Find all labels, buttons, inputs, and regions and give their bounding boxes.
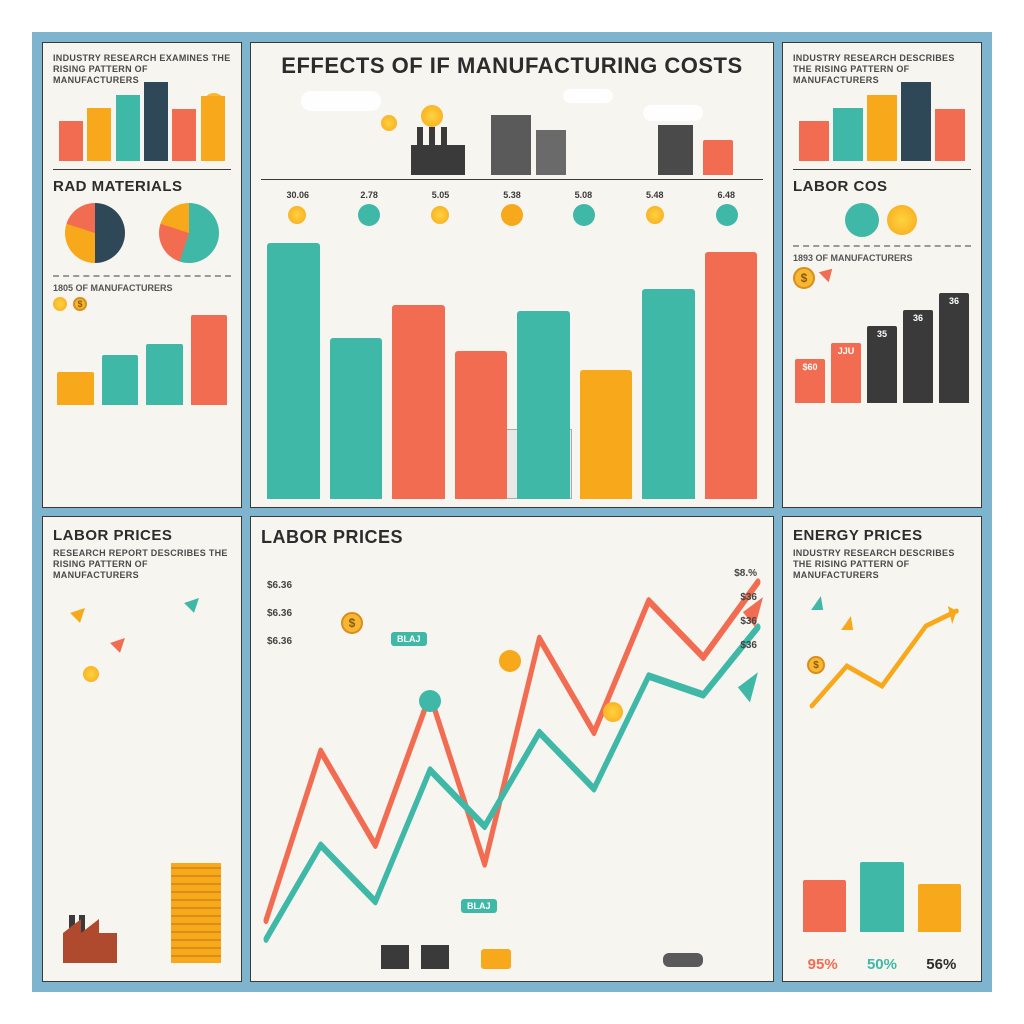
panel-labor-prices-main: LABOR PRICES $6.36$6.36$6.36 $8.%$36$36$… bbox=[250, 516, 774, 982]
mini-bar-chart bbox=[53, 315, 231, 405]
bulb-icon bbox=[381, 115, 397, 131]
warehouse-icon bbox=[421, 945, 449, 969]
caption: Industry research examines the rising pa… bbox=[53, 53, 231, 85]
factory-icon bbox=[63, 915, 117, 963]
sun-icon bbox=[646, 206, 664, 224]
section-title: LABOR COS bbox=[793, 178, 971, 195]
sun-icon bbox=[887, 205, 917, 235]
factory-skyline bbox=[261, 85, 763, 175]
step-bar-chart: $60JJU353636 bbox=[793, 293, 971, 403]
caption: Industry research describes the rising p… bbox=[793, 53, 971, 85]
crate-icon bbox=[481, 949, 511, 969]
y-labels-right: $8.%$36$36$36 bbox=[734, 562, 757, 658]
panel-energy-prices: ENERGY PRICES Industry research describe… bbox=[782, 516, 982, 982]
section-title: LABOR PRICES bbox=[53, 527, 231, 544]
decor-icons: $ bbox=[53, 297, 231, 311]
decor-row: $ bbox=[793, 267, 971, 289]
panel-labor-prices-side: LABOR PRICES Research report describes t… bbox=[42, 516, 242, 982]
skyline bbox=[793, 91, 971, 161]
caption: Research report describes the rising pat… bbox=[53, 548, 231, 580]
gear-icon bbox=[360, 206, 378, 224]
bulb-icon bbox=[603, 702, 623, 722]
gear-icon bbox=[718, 206, 736, 224]
sublabel: 1805 of manufacturers bbox=[53, 283, 231, 293]
pie-charts bbox=[53, 203, 231, 263]
arrow-icon bbox=[70, 603, 90, 623]
tower-icon bbox=[171, 863, 221, 963]
infographic-frame: Industry research examines the rising pa… bbox=[32, 32, 992, 992]
coin-icon: $ bbox=[341, 612, 363, 634]
badge: BLAJ bbox=[461, 899, 497, 913]
icon-row bbox=[261, 206, 763, 224]
sun-icon bbox=[431, 206, 449, 224]
energy-bars bbox=[803, 862, 961, 932]
y-labels-left: $6.36$6.36$6.36 bbox=[267, 572, 292, 656]
illustration bbox=[53, 586, 231, 973]
sun-icon bbox=[53, 297, 67, 311]
warehouse-icon bbox=[381, 945, 409, 969]
caption: Industry research describes the rising p… bbox=[793, 548, 971, 580]
pie-a bbox=[65, 203, 125, 263]
x-labels: 30.062.785.055.385.085.486.48 bbox=[261, 188, 763, 200]
section-title: ENERGY PRICES bbox=[793, 527, 971, 544]
arrow-icon bbox=[819, 264, 837, 282]
main-bar-chart bbox=[261, 230, 763, 499]
skyline bbox=[53, 91, 231, 161]
gear-icon bbox=[575, 206, 593, 224]
energy-chart: $ bbox=[793, 586, 971, 952]
panel-main-costs: EFFECTS OF IF MANUFACTURING COSTS 30.062… bbox=[250, 42, 774, 508]
factory-icon bbox=[411, 127, 465, 175]
badge-icon bbox=[847, 205, 877, 235]
section-title: LABOR PRICES bbox=[261, 527, 763, 548]
line-chart: $6.36$6.36$6.36 $8.%$36$36$36 $ BLAJ BLA… bbox=[261, 552, 763, 973]
pie-b bbox=[159, 203, 219, 263]
panel-raw-materials: Industry research examines the rising pa… bbox=[42, 42, 242, 508]
sun-icon bbox=[83, 666, 99, 682]
coin-icon: $ bbox=[793, 267, 815, 289]
percent-row: 95%50%56% bbox=[793, 956, 971, 973]
truck-icon bbox=[663, 953, 703, 967]
badge: BLAJ bbox=[391, 632, 427, 646]
sun-icon bbox=[288, 206, 306, 224]
section-title: RAD MATERIALS bbox=[53, 178, 231, 195]
gear-icon bbox=[503, 206, 521, 224]
gear-icon bbox=[501, 652, 519, 670]
bulb-icon bbox=[421, 105, 443, 127]
arrow-icon bbox=[110, 633, 130, 653]
badge-icons bbox=[793, 205, 971, 235]
main-title: EFFECTS OF IF MANUFACTURING COSTS bbox=[261, 53, 763, 79]
arrow-icon bbox=[184, 593, 204, 613]
coin-icon: $ bbox=[73, 297, 87, 311]
panel-labor-costs: Industry research describes the rising p… bbox=[782, 42, 982, 508]
sublabel: 1893 of manufacturers bbox=[793, 253, 971, 263]
gear-icon bbox=[421, 692, 439, 710]
